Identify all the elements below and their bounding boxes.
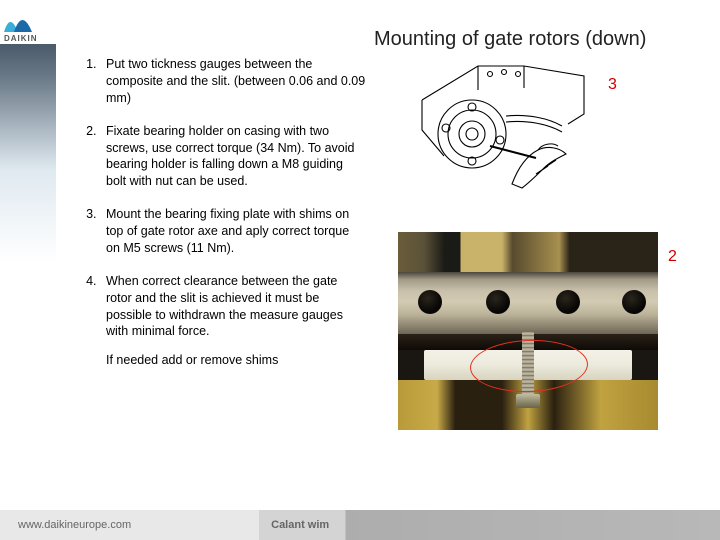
callout-label-2: 2 bbox=[668, 248, 677, 266]
bolt-hole-icon bbox=[486, 290, 510, 314]
bolt-hole-icon bbox=[622, 290, 646, 314]
logo-mark bbox=[4, 8, 32, 32]
step-item: Put two tickness gauges between the comp… bbox=[100, 56, 366, 107]
reference-photo bbox=[398, 232, 658, 430]
step-addendum: If needed add or remove shims bbox=[106, 352, 366, 369]
brand-logo: DAIKIN bbox=[4, 8, 74, 44]
footer-url: www.daikineurope.com bbox=[18, 519, 131, 531]
photo-bg-top bbox=[398, 232, 658, 272]
bolt-hole-icon bbox=[418, 290, 442, 314]
footer-author: Calant wim bbox=[271, 519, 329, 531]
step-list: Put two tickness gauges between the comp… bbox=[72, 56, 366, 369]
logo-text: DAIKIN bbox=[4, 34, 74, 43]
bolt-hole-icon bbox=[556, 290, 580, 314]
footer-bar: www.daikineurope.com Calant wim bbox=[0, 510, 720, 540]
step-item: Mount the bearing fixing plate with shim… bbox=[100, 206, 366, 257]
sidebar-decoration bbox=[0, 44, 56, 464]
step-item: Fixate bearing holder on casing with two… bbox=[100, 123, 366, 191]
photo-nut bbox=[516, 394, 540, 408]
line-diagram bbox=[418, 60, 588, 200]
instruction-panel: Put two tickness gauges between the comp… bbox=[72, 56, 366, 385]
callout-label-3: 3 bbox=[608, 76, 617, 94]
step-text: When correct clearance between the gate … bbox=[106, 274, 343, 339]
step-item: When correct clearance between the gate … bbox=[100, 273, 366, 369]
page-title: Mounting of gate rotors (down) bbox=[374, 28, 646, 51]
